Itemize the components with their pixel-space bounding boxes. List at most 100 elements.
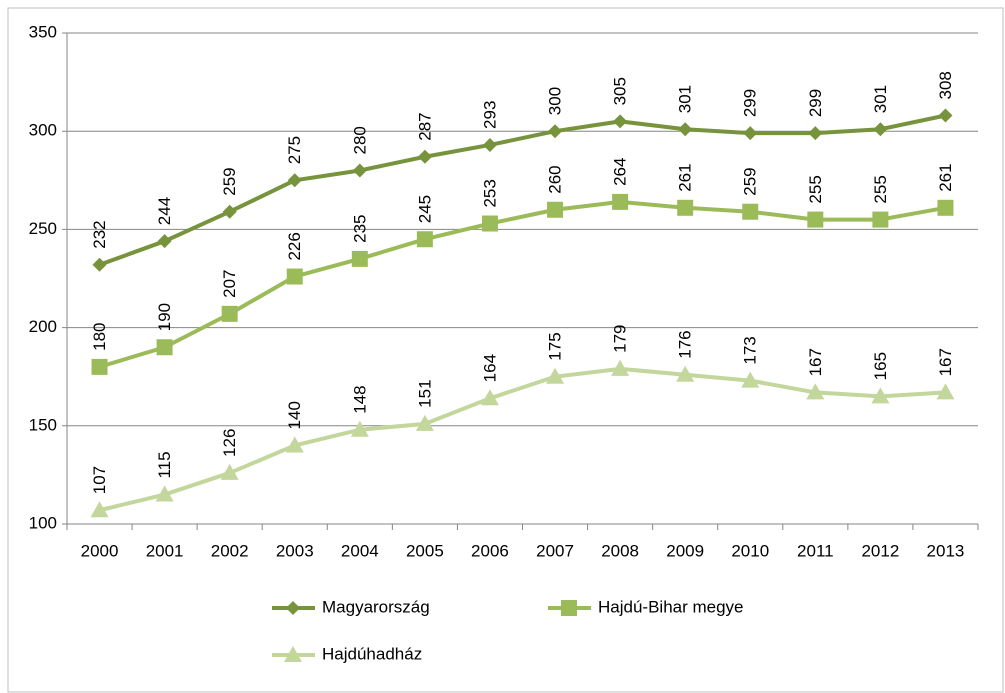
data-label: 167: [806, 348, 825, 376]
series-line: [99, 366, 946, 513]
y-tick-label: 300: [29, 121, 57, 140]
data-label: 287: [415, 112, 434, 140]
marker: [416, 231, 433, 248]
marker: [938, 108, 953, 123]
data-label: 180: [90, 323, 109, 351]
marker: [808, 126, 823, 141]
marker: [287, 173, 302, 188]
marker: [90, 501, 109, 518]
data-label: 232: [90, 220, 109, 248]
marker: [743, 126, 758, 141]
marker: [546, 367, 565, 384]
data-label: 148: [350, 385, 369, 413]
marker: [222, 204, 237, 219]
marker: [155, 485, 174, 502]
x-tick-label: 2001: [146, 541, 184, 560]
marker: [284, 646, 302, 662]
data-label: 140: [285, 401, 304, 429]
marker: [937, 199, 954, 216]
x-tick-label: 2012: [861, 541, 899, 560]
marker: [221, 305, 238, 322]
marker: [285, 436, 304, 453]
data-label: 107: [90, 466, 109, 494]
data-label: 275: [285, 136, 304, 164]
data-label: 305: [611, 77, 630, 105]
marker: [806, 383, 825, 400]
data-label: 280: [350, 126, 369, 154]
data-label: 299: [806, 89, 825, 117]
chart-frame: [7, 7, 1004, 693]
data-label: 179: [611, 324, 630, 352]
x-tick-label: 2007: [536, 541, 574, 560]
marker: [352, 163, 367, 178]
marker: [678, 122, 693, 137]
marker: [157, 234, 172, 249]
data-label: 300: [546, 87, 565, 115]
y-tick-label: 250: [29, 219, 57, 238]
marker: [873, 122, 888, 137]
marker: [872, 211, 889, 228]
series-line: [98, 113, 946, 267]
marker: [676, 365, 695, 382]
data-label: 253: [480, 179, 499, 207]
data-label: 293: [480, 101, 499, 129]
data-label: 175: [546, 332, 565, 360]
data-label: 299: [741, 89, 760, 117]
marker: [871, 387, 890, 404]
x-tick-label: 2006: [471, 541, 509, 560]
data-label: 207: [220, 269, 239, 297]
data-label: 165: [871, 352, 890, 380]
marker: [611, 359, 630, 376]
data-label: 164: [480, 354, 499, 382]
data-label: 226: [285, 232, 304, 260]
data-label: 301: [676, 85, 695, 113]
marker: [92, 257, 107, 272]
x-tick-label: 2004: [341, 541, 379, 560]
data-label: 167: [936, 348, 955, 376]
x-tick-label: 2003: [276, 541, 314, 560]
data-label: 301: [871, 85, 890, 113]
marker: [350, 420, 369, 437]
data-label: 190: [155, 303, 174, 331]
marker: [936, 383, 955, 400]
data-label: 255: [871, 175, 890, 203]
data-label: 259: [220, 167, 239, 195]
data-label: 244: [155, 197, 174, 225]
series-line: [98, 199, 946, 369]
marker: [613, 114, 628, 129]
legend-label: Magyarország: [322, 597, 430, 616]
x-tick-label: 2000: [81, 541, 119, 560]
data-label: 176: [676, 330, 695, 358]
data-label: 264: [611, 158, 630, 186]
marker: [286, 268, 303, 285]
marker: [482, 137, 497, 152]
marker: [561, 600, 577, 616]
data-label: 235: [350, 214, 369, 242]
x-tick-label: 2011: [797, 541, 834, 560]
y-tick-label: 100: [29, 513, 57, 532]
legend-label: Hajdú-Bihar megye: [598, 597, 744, 616]
marker: [807, 211, 824, 228]
marker: [351, 250, 368, 267]
marker: [480, 389, 499, 406]
data-label: 261: [676, 163, 695, 191]
marker: [677, 199, 694, 216]
data-label: 115: [155, 451, 174, 478]
data-label: 255: [806, 175, 825, 203]
marker: [548, 124, 563, 139]
data-label: 308: [936, 71, 955, 99]
y-tick-label: 350: [29, 22, 57, 41]
data-label: 260: [546, 165, 565, 193]
marker: [415, 414, 434, 431]
marker: [547, 201, 564, 218]
legend-label: Hajdúhadház: [322, 644, 422, 663]
x-tick-label: 2008: [601, 541, 639, 560]
data-label: 151: [415, 379, 434, 407]
data-label: 173: [741, 336, 760, 364]
marker: [612, 193, 629, 210]
x-tick-label: 2013: [927, 541, 965, 560]
marker: [286, 601, 300, 615]
y-tick-label: 150: [29, 415, 57, 434]
marker: [481, 215, 498, 232]
marker: [417, 149, 432, 164]
